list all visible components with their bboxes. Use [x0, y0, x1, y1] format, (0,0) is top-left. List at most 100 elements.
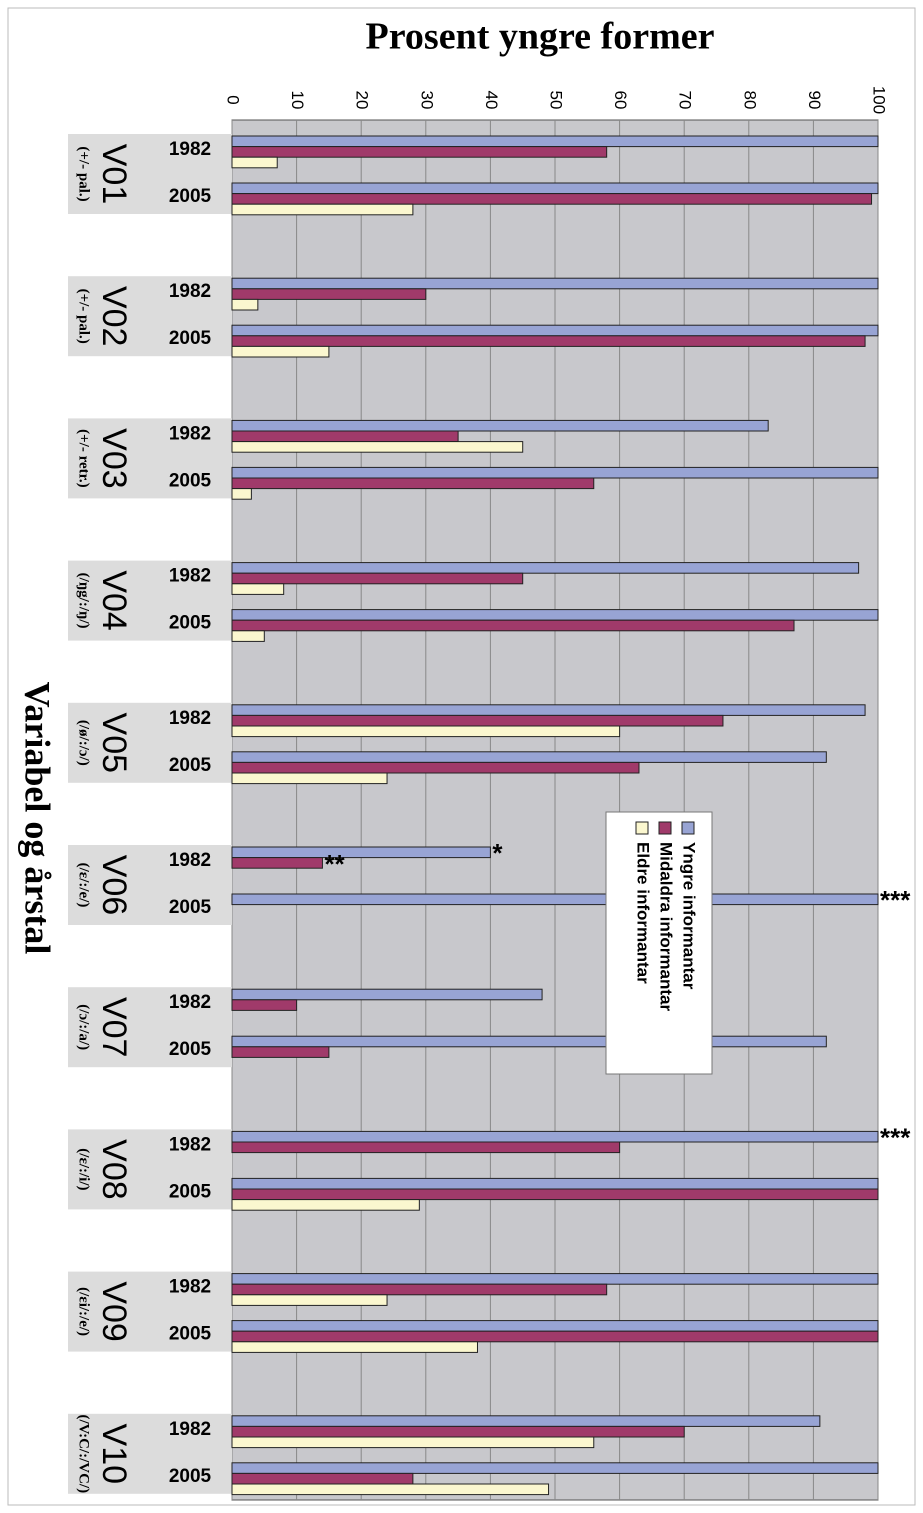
group-code-label: V08: [95, 1139, 133, 1200]
bar-midaldra-informantar: [231, 430, 459, 443]
bar-midaldra-informantar: [231, 477, 595, 490]
bar-midaldra-informantar: [231, 857, 323, 869]
group-sublabel: (/ɛ/:/e/): [76, 863, 92, 908]
bar-yngre-informantar: [231, 466, 879, 479]
x-tick-label: 40: [482, 91, 501, 110]
bar-eldre-informantar: [231, 1199, 420, 1211]
bar-eldre-informantar: [231, 1483, 550, 1496]
group-label-band: [68, 418, 232, 499]
year-label: 2005: [169, 897, 212, 918]
bar-eldre-informantar: [231, 583, 285, 595]
bar-yngre-informantar: [231, 609, 879, 621]
year-label: 2005: [169, 186, 212, 207]
group-code-label: V03: [95, 428, 133, 489]
bar-eldre-informantar: [231, 156, 278, 169]
bar-eldre-informantar: [231, 725, 621, 738]
group-code-label: V02: [95, 286, 133, 347]
legend-swatch: [681, 821, 695, 835]
group-label-band: [68, 1129, 232, 1210]
bar-yngre-informantar: [231, 1320, 879, 1332]
bar-yngre-informantar: [231, 751, 827, 763]
annotation-asterisk: ***: [880, 1123, 911, 1153]
group-code-label: V10: [95, 1424, 133, 1485]
bar-midaldra-informantar: [231, 1046, 330, 1058]
x-tick-label: 10: [288, 91, 307, 110]
bar-eldre-informantar: [231, 630, 265, 642]
bar-yngre-informantar: [231, 1130, 879, 1143]
group-code-label: V06: [95, 855, 133, 916]
bar-eldre-informantar: [231, 345, 330, 358]
x-tick-label: 30: [417, 91, 436, 110]
bar-midaldra-informantar: [231, 619, 795, 632]
legend-label: Yngre informantar: [680, 842, 699, 990]
bar-yngre-informantar: [231, 1273, 879, 1285]
bar-yngre-informantar: [231, 419, 769, 432]
year-label: 2005: [169, 1039, 212, 1060]
x-tick-label: 50: [547, 91, 566, 110]
year-label: 1982: [169, 1134, 211, 1155]
bar-midaldra-informantar: [231, 335, 866, 347]
year-label: 1982: [169, 281, 211, 302]
group-sublabel: (+/- pal.): [76, 146, 92, 201]
group-sublabel: (+/- pal.): [76, 289, 92, 344]
bar-yngre-informantar: [231, 704, 866, 716]
year-label: 1982: [169, 992, 211, 1013]
group-sublabel: (/ɛ/:/i/): [76, 1148, 92, 1190]
bar-midaldra-informantar: [231, 1330, 879, 1343]
group-sublabel: (/ɛi/:/e/): [76, 1287, 92, 1336]
year-label: 2005: [169, 1324, 212, 1345]
bar-eldre-informantar: [231, 441, 524, 453]
year-label: 2005: [169, 328, 212, 349]
bar-eldre-informantar: [231, 1294, 388, 1306]
group-code-label: V05: [95, 713, 133, 774]
legend-box: [605, 811, 713, 1075]
bar-midaldra-informantar: [231, 1141, 621, 1154]
bar-midaldra-informantar: [231, 1425, 685, 1438]
year-label: 1982: [169, 423, 211, 444]
year-label: 1982: [169, 139, 211, 160]
group-label-band: [68, 702, 232, 783]
x-tick-label: 70: [676, 91, 695, 110]
bar-eldre-informantar: [231, 772, 388, 785]
legend-swatch: [658, 821, 672, 835]
year-label: 2005: [169, 1466, 212, 1487]
bar-midaldra-informantar: [231, 1283, 608, 1296]
bar-midaldra-informantar: [231, 572, 524, 585]
bar-midaldra-informantar: [231, 1472, 414, 1485]
group-sublabel: (/ŋg/:/ŋ/): [76, 573, 92, 629]
group-label-band: [68, 1271, 232, 1352]
bar-midaldra-informantar: [231, 193, 873, 205]
x-tick-label: 60: [611, 91, 630, 110]
group-code-label: V04: [95, 570, 133, 631]
bar-yngre-informantar: [231, 1177, 879, 1190]
x-tick-label: 0: [224, 95, 243, 104]
bar-midaldra-informantar: [231, 714, 724, 727]
annotation-asterisk: ***: [880, 885, 911, 915]
legend-swatch: [635, 821, 649, 835]
year-label: 2005: [169, 1181, 212, 1202]
year-label: 2005: [169, 755, 212, 776]
bar-yngre-informantar: [231, 1462, 879, 1474]
y-axis-label: Variabel og årstal: [18, 682, 58, 955]
year-label: 1982: [169, 566, 211, 587]
bar-midaldra-informantar: [231, 1188, 879, 1201]
group-sublabel: (/V:C/:/VC/): [76, 1414, 92, 1493]
x-tick-label: 80: [740, 91, 759, 110]
bar-midaldra-informantar: [231, 999, 298, 1011]
bar-eldre-informantar: [231, 1436, 595, 1449]
legend-label: Eldre informantar: [634, 842, 653, 984]
year-label: 1982: [169, 1277, 211, 1298]
group-label-band: [68, 276, 232, 357]
year-label: 1982: [169, 708, 211, 729]
annotation-asterisk: *: [492, 838, 503, 868]
x-tick-label: 100: [870, 86, 889, 114]
group-code-label: V01: [95, 144, 133, 205]
group-label-band: [68, 134, 232, 214]
group-code-label: V07: [95, 997, 133, 1058]
bar-yngre-informantar: [231, 1415, 821, 1427]
bar-yngre-informantar: [231, 562, 860, 574]
x-tick-label: 20: [353, 91, 372, 110]
bar-yngre-informantar: [231, 135, 879, 148]
group-label-band: [68, 987, 232, 1068]
